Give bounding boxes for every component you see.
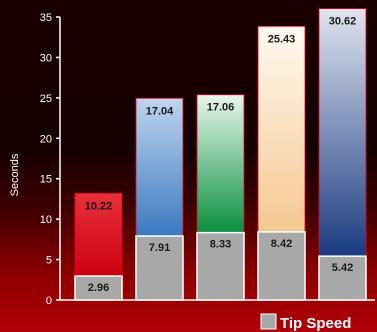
- bar-base-segment: [135, 235, 184, 301]
- bar-top-label: 25.43: [268, 33, 296, 45]
- y-tick-label: 25: [40, 93, 52, 105]
- bar-top-segment: [196, 94, 245, 234]
- y-tick-label: 0: [46, 295, 52, 307]
- y-tick-label: 10: [40, 214, 52, 226]
- bar-base-label: 5.42: [332, 262, 353, 274]
- bar-base-label: 8.33: [210, 239, 231, 251]
- bar-base-label: 7.91: [149, 242, 170, 254]
- legend: Tip Speed: [260, 313, 351, 332]
- bar-top-segment: [318, 8, 367, 257]
- y-tick-label: 5: [46, 255, 52, 267]
- bar-base-label: 8.42: [271, 238, 292, 250]
- bar-top-label: 17.06: [207, 102, 235, 114]
- y-axis-title: Seconds: [9, 153, 21, 196]
- bars: 10.22 2.96 17.04 7.91 17.06 8.33 25.43 8.42 30.6…: [74, 8, 367, 301]
- bar-base-segment: [74, 275, 123, 301]
- bar-top-segment: [74, 193, 123, 277]
- bar-top-label: 10.22: [85, 200, 113, 212]
- bar-base-segment: [257, 231, 306, 301]
- legend-swatch: [260, 313, 277, 330]
- bar-top-segment: [135, 97, 184, 237]
- y-tick-label: 15: [40, 174, 52, 186]
- bar-base-segment: [196, 231, 245, 301]
- y-tick-label: 35: [40, 12, 52, 24]
- bar-base-segment: [318, 255, 367, 301]
- bar-top-label: 30.62: [329, 16, 357, 28]
- bar-top-segment: [257, 25, 306, 233]
- bar-top-label: 17.04: [146, 105, 174, 117]
- bar-base-label: 2.96: [88, 282, 109, 294]
- y-tick-label: 20: [40, 133, 52, 145]
- legend-label: Tip Speed: [280, 315, 351, 332]
- y-tick-label: 30: [40, 52, 52, 64]
